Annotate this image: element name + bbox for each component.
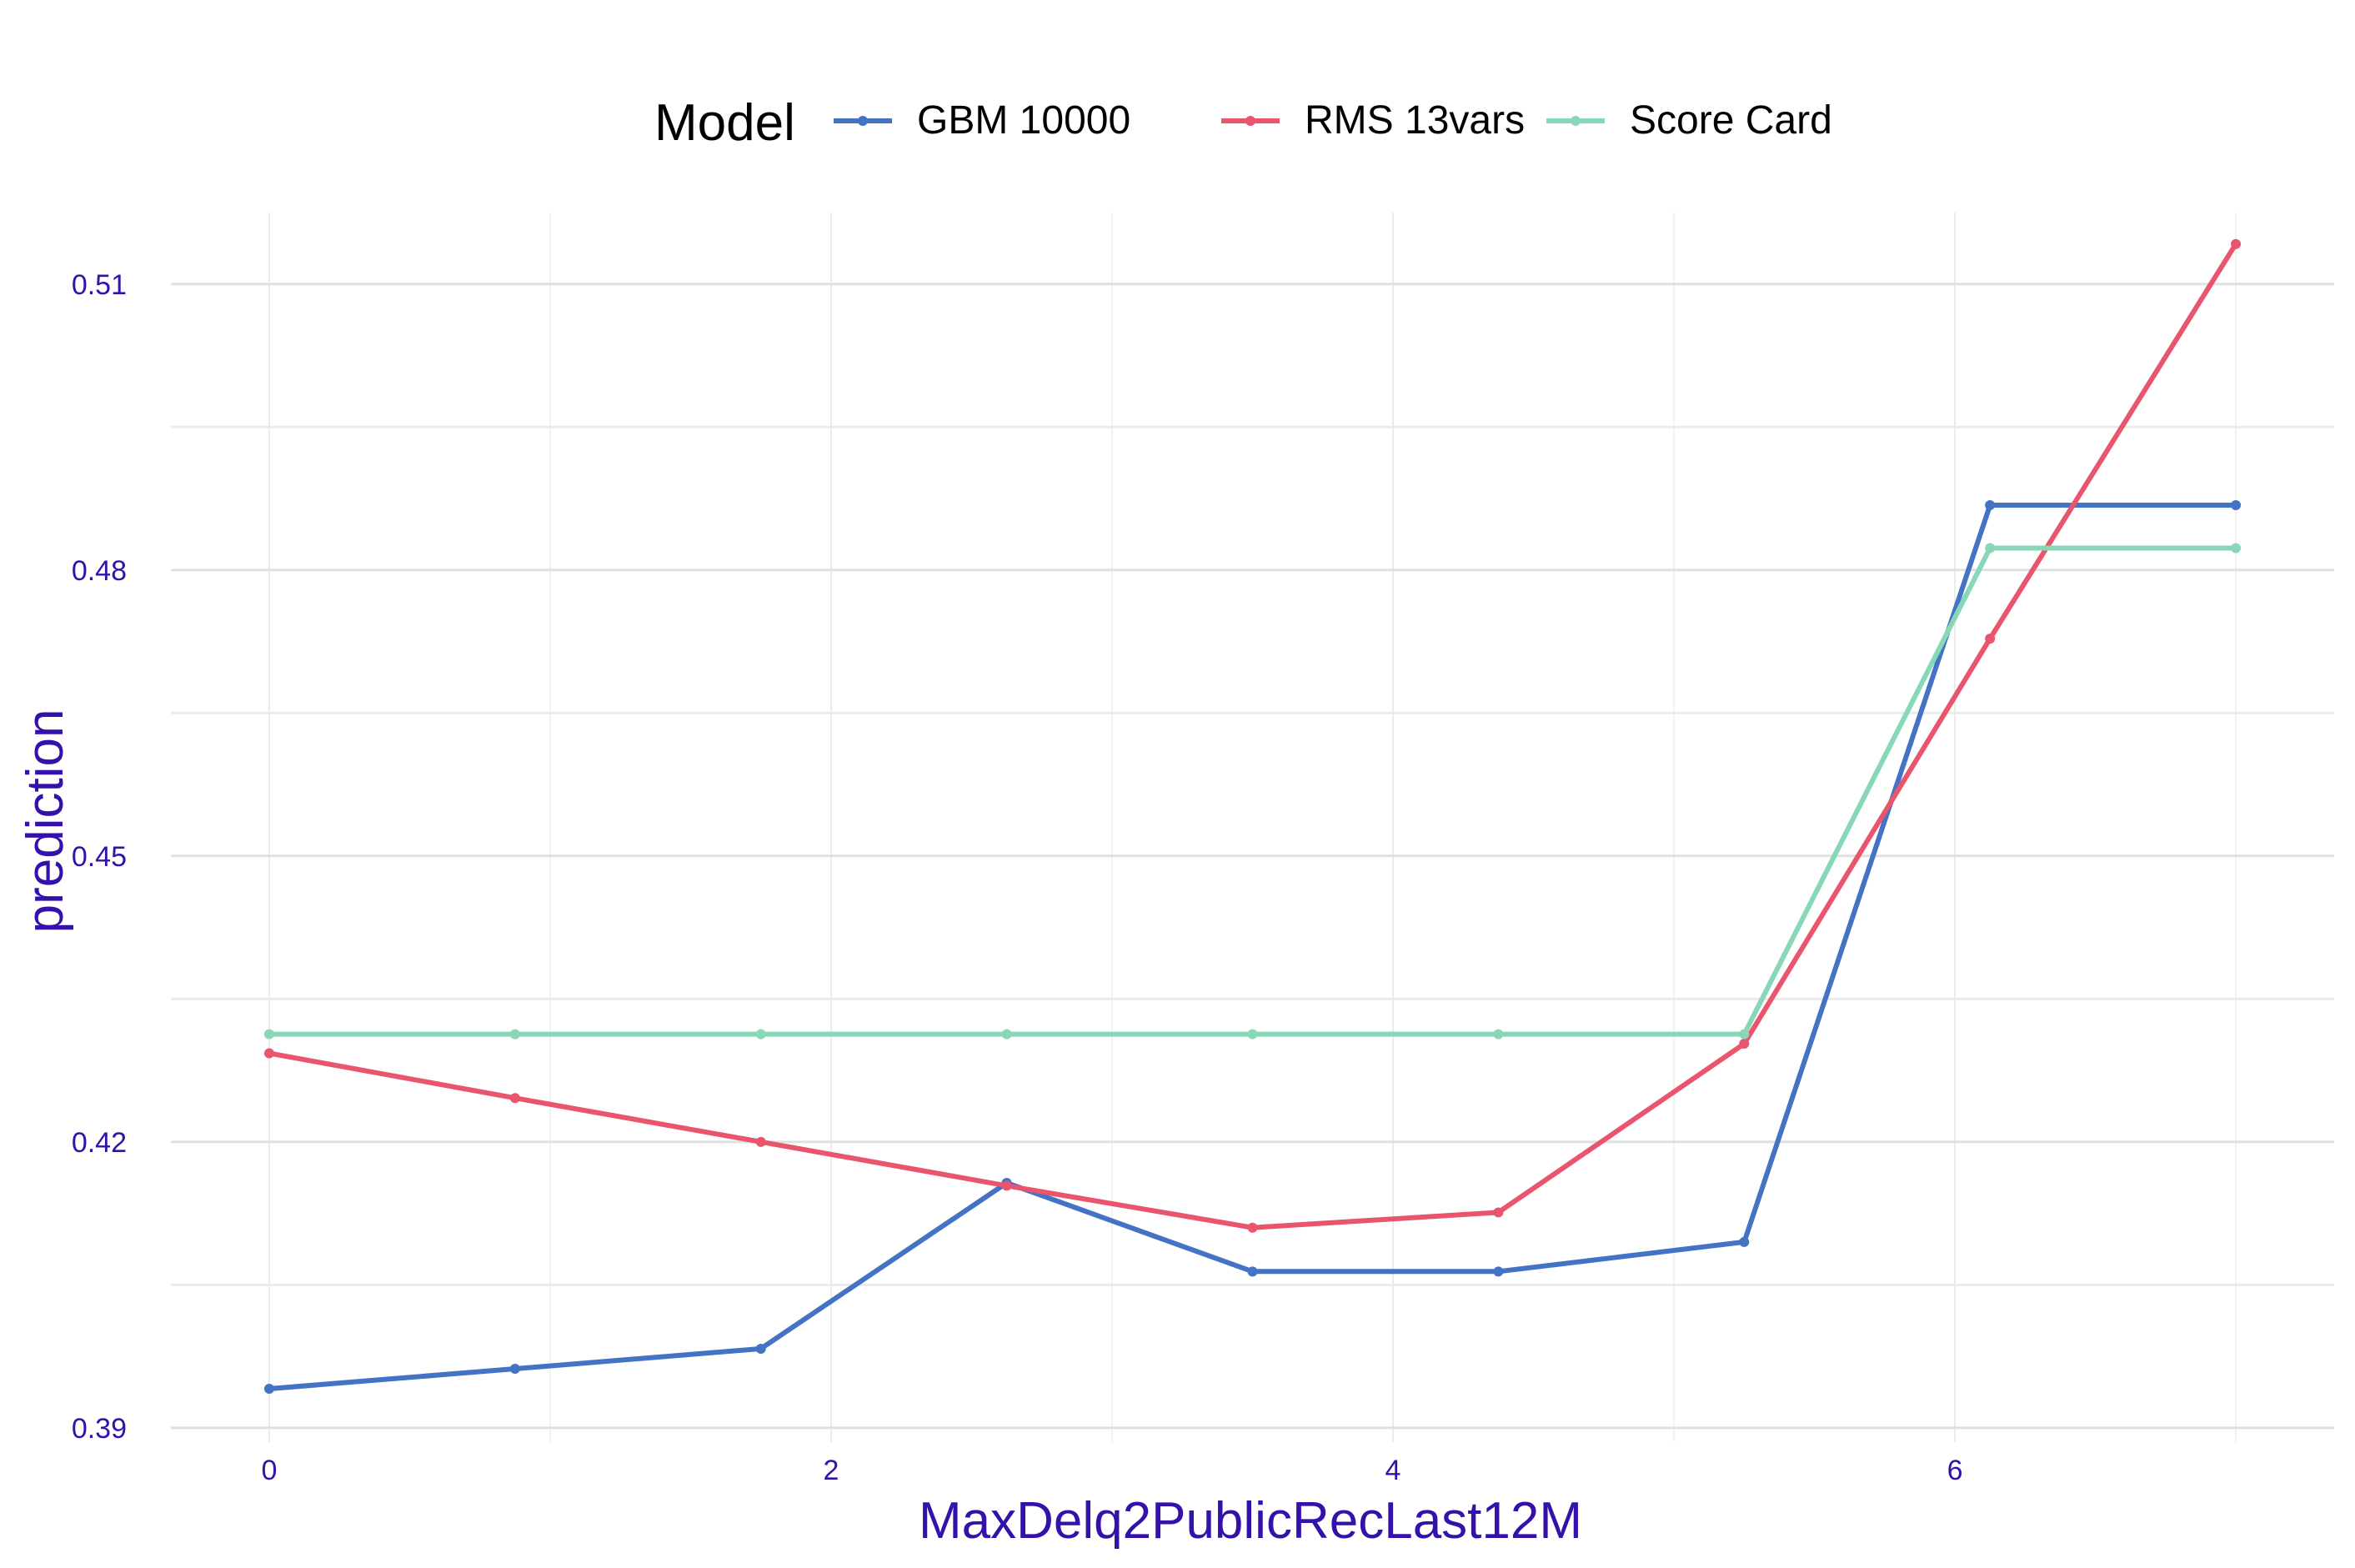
data-point (509, 1029, 520, 1039)
x-tick-label: 2 (824, 1455, 839, 1486)
legend-item: Score Card (1546, 98, 1832, 143)
legend-key-point (1245, 116, 1255, 126)
data-point (1493, 1207, 1504, 1218)
data-point (1493, 1029, 1504, 1039)
series-score-card (263, 543, 2242, 1039)
legend-label: Score Card (1630, 98, 1832, 143)
x-axis-label: MaxDelq2PublicRecLast12M (919, 1492, 1582, 1550)
data-point (1985, 634, 1996, 644)
data-point (263, 1383, 274, 1394)
x-tick-label: 4 (1385, 1455, 1401, 1486)
y-tick-label: 0.39 (72, 1413, 127, 1445)
legend-label: RMS 13vars (1305, 98, 1525, 143)
series-group (263, 238, 2242, 1394)
legend-item: GBM 10000 (834, 98, 1130, 143)
data-point (1739, 1236, 1750, 1247)
data-point (1985, 500, 1996, 511)
legend-title: Model (654, 94, 795, 152)
data-point (1247, 1222, 1258, 1233)
data-point (263, 1048, 274, 1059)
data-point (2231, 500, 2242, 511)
tick-labels: 0.39 0.42 0.45 0.48 0.51 0 2 4 6 (72, 269, 1963, 1486)
y-tick-label: 0.51 (72, 269, 127, 301)
y-axis-label: prediction (17, 709, 74, 934)
data-point (1985, 543, 1996, 554)
data-point (1739, 1039, 1750, 1050)
data-point (1001, 1029, 1012, 1039)
legend-key-point (858, 116, 868, 126)
data-point (2231, 238, 2242, 249)
data-point (755, 1343, 766, 1354)
y-tick-label: 0.45 (72, 841, 127, 873)
x-tick-label: 6 (1947, 1455, 1963, 1486)
legend-item: RMS 13vars (1221, 98, 1525, 143)
legend: Model GBM 10000 RMS 13vars Score Card (654, 94, 1832, 152)
x-tick-label: 0 (261, 1455, 277, 1486)
legend-label: GBM 10000 (917, 98, 1130, 143)
data-point (1493, 1266, 1504, 1277)
data-point (1247, 1266, 1258, 1277)
y-tick-label: 0.42 (72, 1127, 127, 1159)
data-point (1739, 1029, 1750, 1039)
data-point (509, 1363, 520, 1374)
data-point (1247, 1029, 1258, 1039)
data-point (755, 1136, 766, 1147)
data-point (509, 1093, 520, 1104)
data-point (263, 1029, 274, 1039)
series-rms-13vars (263, 238, 2242, 1233)
data-point (755, 1029, 766, 1039)
data-point (2231, 543, 2242, 554)
grid (171, 213, 2334, 1442)
legend-items: GBM 10000 RMS 13vars Score Card (834, 98, 1832, 143)
data-point (1001, 1180, 1012, 1191)
legend-key-point (1571, 116, 1581, 126)
y-tick-label: 0.48 (72, 555, 127, 587)
